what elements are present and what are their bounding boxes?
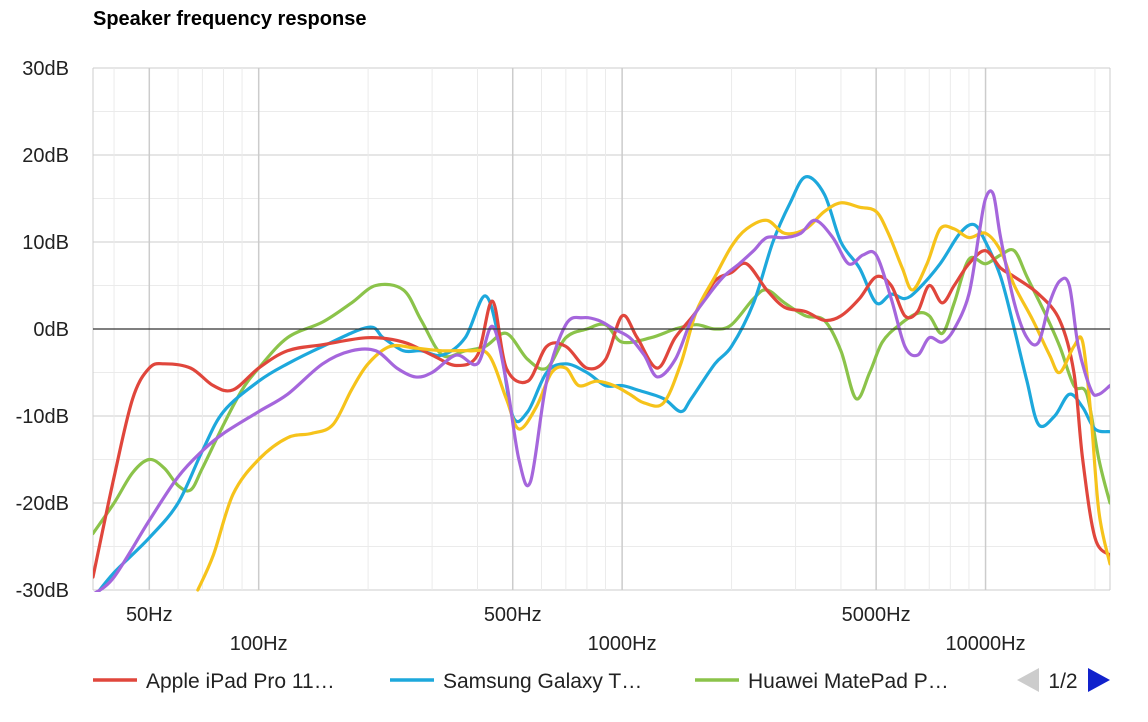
- series-line-2: [96, 175, 1110, 592]
- triangle-right-icon[interactable]: [1088, 668, 1110, 692]
- legend-item[interactable]: Huawei MatePad P…: [695, 670, 949, 693]
- x-axis-ticks: 50Hz 100Hz 500Hz 1000Hz 5000Hz 10000Hz: [126, 604, 1026, 655]
- y-tick-label: 30dB: [22, 58, 69, 80]
- x-tick-label: 1000Hz: [588, 633, 657, 655]
- x-tick-label: 5000Hz: [842, 604, 911, 626]
- series-line-1: [93, 249, 1110, 579]
- legend-label: Apple iPad Pro 11…: [146, 670, 335, 693]
- y-tick-label: -30dB: [16, 580, 69, 602]
- y-tick-label: 0dB: [33, 319, 69, 341]
- y-tick-label: -20dB: [16, 493, 69, 515]
- series-lines: [93, 175, 1110, 592]
- triangle-left-icon[interactable]: [1017, 668, 1039, 692]
- legend-page-indicator: 1/2: [1048, 670, 1077, 693]
- y-axis-ticks: 30dB 20dB 10dB 0dB -10dB -20dB -30dB: [16, 58, 69, 602]
- x-tick-label: 500Hz: [484, 604, 542, 626]
- y-tick-label: 10dB: [22, 232, 69, 254]
- chart-title: Speaker frequency response: [93, 8, 366, 30]
- legend-label: Huawei MatePad P…: [748, 670, 949, 693]
- y-tick-label: -10dB: [16, 406, 69, 428]
- x-tick-label: 100Hz: [230, 633, 288, 655]
- x-tick-label: 10000Hz: [946, 633, 1026, 655]
- y-tick-label: 20dB: [22, 145, 69, 167]
- x-tick-label: 50Hz: [126, 604, 173, 626]
- series-line-5: [93, 189, 1110, 592]
- legend: Apple iPad Pro 11… Samsung Galaxy T… Huawe…: [93, 668, 1110, 693]
- legend-item[interactable]: Apple iPad Pro 11…: [93, 670, 335, 693]
- legend-label: Samsung Galaxy T…: [443, 670, 642, 693]
- legend-item[interactable]: Samsung Galaxy T…: [390, 670, 642, 693]
